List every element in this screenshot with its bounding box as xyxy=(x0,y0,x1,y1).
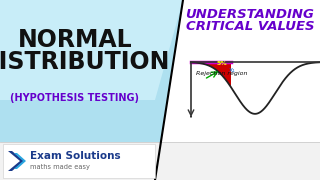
Polygon shape xyxy=(0,0,183,100)
Polygon shape xyxy=(3,144,155,178)
Polygon shape xyxy=(14,153,26,169)
Text: 5%: 5% xyxy=(217,61,228,66)
Polygon shape xyxy=(155,0,320,180)
Polygon shape xyxy=(8,151,24,171)
Polygon shape xyxy=(0,142,320,180)
Polygon shape xyxy=(0,0,183,180)
Text: Exam Solutions: Exam Solutions xyxy=(30,151,121,161)
Text: x₁: x₁ xyxy=(228,67,236,73)
Text: CRITICAL VALUES: CRITICAL VALUES xyxy=(186,21,314,33)
Text: NORMAL: NORMAL xyxy=(18,28,132,52)
Text: DISTRIBUTION: DISTRIBUTION xyxy=(0,50,170,74)
Text: maths made easy: maths made easy xyxy=(30,164,90,170)
Text: UNDERSTANDING: UNDERSTANDING xyxy=(186,8,315,21)
Text: Rejection region: Rejection region xyxy=(196,71,247,76)
Text: (HYPOTHESIS TESTING): (HYPOTHESIS TESTING) xyxy=(11,93,140,103)
Polygon shape xyxy=(191,62,231,87)
